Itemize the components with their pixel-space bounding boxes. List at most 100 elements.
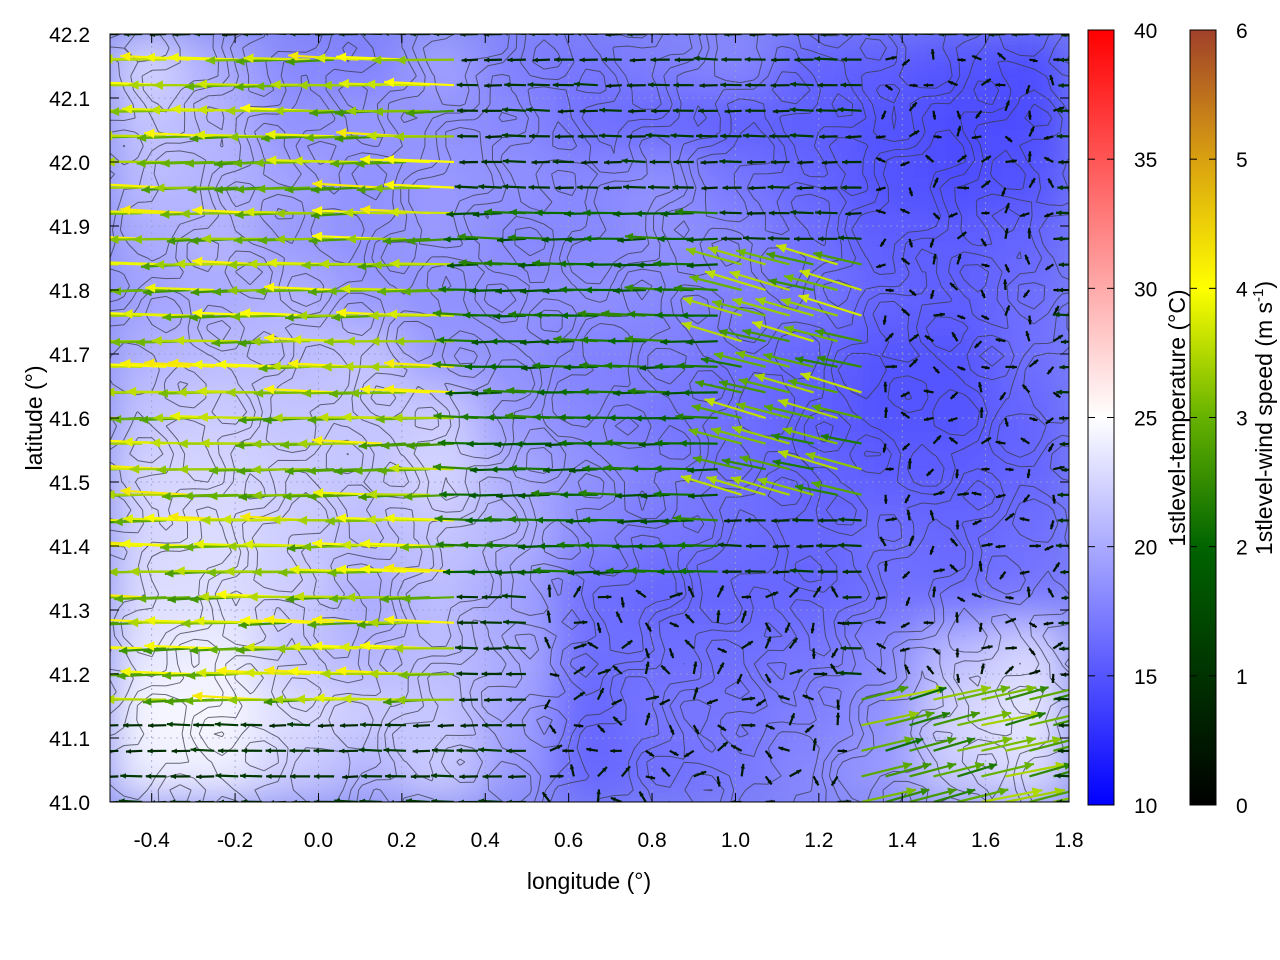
wind-vector-shaft: [110, 58, 119, 61]
wind-vector: [995, 544, 1006, 549]
wind-vector: [532, 566, 574, 575]
wind-vector-head: [158, 388, 168, 398]
wind-vector-head: [654, 285, 662, 294]
wind-vector: [882, 443, 887, 453]
wind-vector-head: [532, 57, 538, 63]
wind-vector: [369, 362, 431, 372]
wind-vector-head: [673, 751, 679, 756]
wind-vector-head: [906, 509, 911, 515]
temperature-cell: [625, 682, 702, 744]
wind-vector-head: [1023, 292, 1028, 298]
wind-vector: [744, 568, 766, 575]
wind-vector: [394, 132, 454, 142]
wind-vector: [717, 724, 727, 732]
wind-vector: [730, 475, 790, 496]
wind-vector-shaft: [388, 210, 455, 215]
wind-vector: [501, 593, 526, 599]
wind-vector-head: [368, 617, 379, 628]
temperature-cell: [256, 682, 333, 744]
wind-vector-shaft: [110, 339, 119, 343]
wind-vector: [692, 455, 742, 471]
wind-vector: [1005, 617, 1017, 624]
wind-vector-shaft: [682, 297, 742, 317]
wind-vector-head: [482, 773, 488, 780]
wind-vector: [180, 209, 239, 219]
wind-vector-head: [752, 320, 764, 330]
wind-vector-head: [144, 513, 155, 523]
wind-vector: [201, 234, 263, 244]
wind-vector: [555, 185, 574, 191]
wind-vector-head: [769, 133, 775, 139]
wind-vector: [606, 83, 622, 89]
wind-vector: [908, 101, 918, 112]
wind-vector-head: [330, 159, 340, 168]
wind-vector-head: [912, 34, 918, 37]
wind-vector-head: [1059, 364, 1065, 370]
wind-vector-head: [392, 413, 403, 423]
wind-vector-head: [913, 334, 919, 339]
wind-vector: [900, 160, 910, 167]
wind-vector-head: [925, 335, 930, 340]
wind-vector-shaft: [264, 618, 335, 624]
wind-vector: [576, 184, 598, 191]
wind-vector: [120, 538, 191, 549]
wind-vector: [924, 334, 935, 343]
wind-vector-head: [238, 416, 247, 425]
wind-vector-head: [111, 286, 122, 296]
wind-vector-head: [915, 737, 924, 745]
wind-vector: [683, 749, 695, 758]
wind-vector: [137, 133, 191, 143]
wind-vector-head: [836, 705, 841, 710]
wind-vector-head: [792, 637, 798, 643]
wind-vector-head: [696, 805, 701, 810]
wind-vector-head: [625, 766, 631, 772]
wind-vector-head: [454, 184, 461, 190]
wind-vector: [745, 517, 766, 523]
wind-vector: [981, 684, 1037, 701]
temperature-cell: [772, 505, 849, 567]
wind-vector: [289, 748, 311, 754]
wind-vector: [531, 159, 550, 165]
wind-vector-head: [1033, 359, 1039, 365]
temperature-cell: [256, 269, 333, 331]
wind-vector-head: [1068, 787, 1069, 791]
wind-vector: [1045, 417, 1055, 425]
wind-vector-head: [985, 211, 990, 216]
wind-vector: [484, 259, 526, 267]
wind-vector-head: [693, 55, 700, 62]
wind-vector: [754, 373, 814, 394]
wind-vector-head: [581, 643, 587, 648]
wind-vector-shaft: [120, 542, 191, 548]
wind-vector-head: [196, 79, 207, 89]
wind-vector: [110, 263, 119, 266]
wind-vector-head: [358, 492, 367, 501]
wind-vector-head: [322, 80, 332, 91]
wind-vector: [909, 686, 947, 701]
wind-vector-head: [682, 389, 690, 397]
wind-vector-head: [927, 665, 932, 671]
wind-vector: [218, 799, 239, 802]
wind-vector: [361, 773, 383, 779]
temperature-tick-label: 35: [1134, 149, 1157, 172]
wind-vector: [447, 262, 479, 269]
wind-vector: [980, 78, 992, 87]
wind-vector: [610, 796, 623, 802]
wind-vector: [193, 722, 215, 728]
wind-vector-head: [256, 184, 266, 194]
wind-vector: [742, 235, 766, 241]
wind-vector: [971, 54, 982, 61]
wind-vector-head: [405, 108, 415, 117]
wind-vector-head: [410, 773, 417, 780]
wind-vector-head: [569, 764, 575, 770]
wind-vector-shaft: [780, 298, 838, 317]
wind-vector: [166, 721, 191, 728]
wind-vector-head: [365, 514, 376, 525]
wind-vector: [981, 467, 990, 472]
wind-vector: [718, 328, 766, 343]
wind-vector-head: [197, 105, 208, 115]
wind-vector: [680, 474, 743, 496]
wind-vector-head: [295, 694, 306, 704]
wind-vector-head: [269, 723, 275, 729]
wind-vector: [686, 262, 718, 269]
wind-vector: [980, 289, 986, 299]
